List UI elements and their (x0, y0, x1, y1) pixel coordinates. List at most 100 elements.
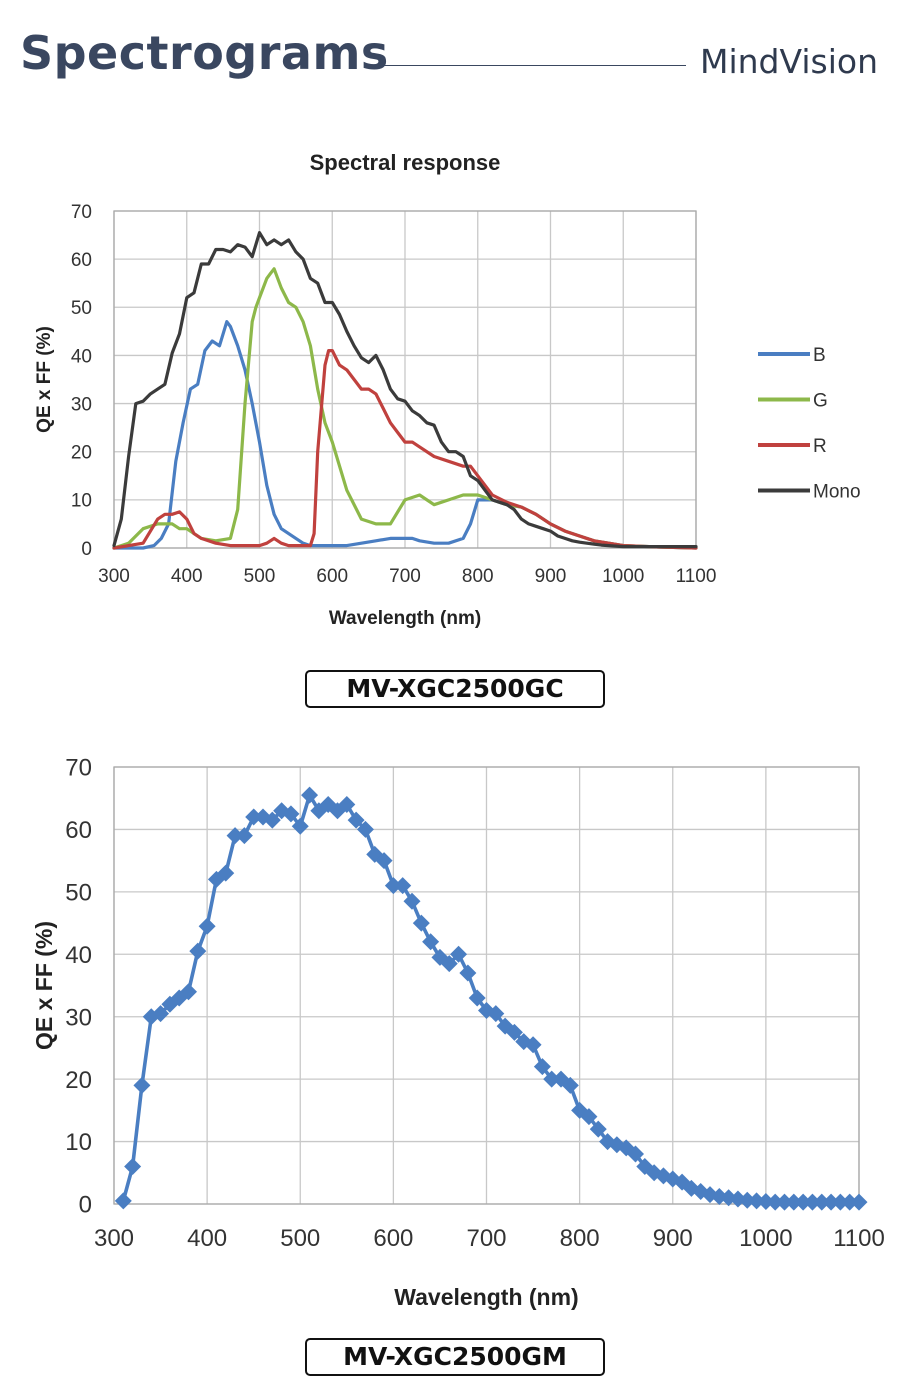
data-point-marker (412, 914, 430, 932)
data-point-marker (273, 802, 291, 820)
data-point-marker (543, 1070, 561, 1088)
series-line-mono (112, 231, 698, 549)
y-tick-label: 70 (65, 755, 92, 782)
data-point-marker (533, 1058, 551, 1076)
series-line-r (112, 349, 698, 550)
x-tick-label: 600 (316, 566, 348, 587)
legend-label-r: R (813, 436, 827, 457)
data-point-marker (803, 1193, 821, 1211)
data-point-marker (217, 864, 235, 882)
y-axis-label: QE x FF (%) (34, 326, 55, 433)
data-point-marker (794, 1193, 812, 1211)
data-point-marker (561, 1076, 579, 1094)
data-point-marker (757, 1193, 775, 1211)
x-tick-label: 1100 (833, 1225, 885, 1252)
x-tick-label: 500 (244, 566, 276, 587)
data-point-marker (776, 1193, 793, 1211)
data-point-marker (254, 808, 272, 826)
data-point-marker (748, 1192, 766, 1210)
y-tick-label: 10 (65, 1129, 92, 1156)
x-tick-label: 300 (98, 566, 130, 587)
data-point-marker (375, 852, 393, 870)
x-tick-label: 1000 (739, 1225, 792, 1252)
model-label-color: MV-XGC2500GC (305, 670, 605, 708)
data-point-marker (245, 808, 263, 826)
y-tick-label: 0 (79, 1192, 92, 1219)
data-point-marker (822, 1193, 840, 1211)
data-point-marker (813, 1193, 831, 1211)
x-axis-label: Wavelength (nm) (394, 1284, 578, 1310)
legend-label-mono: Mono (813, 482, 861, 503)
legend-label-b: B (813, 345, 826, 366)
data-point-marker (831, 1193, 849, 1211)
data-point-marker (301, 786, 319, 804)
data-point-marker (133, 1076, 151, 1094)
x-tick-label: 400 (187, 1225, 227, 1252)
x-tick-label: 700 (466, 1225, 506, 1252)
data-point-marker (226, 827, 244, 845)
data-point-marker (459, 964, 477, 982)
data-point-marker (505, 1023, 523, 1041)
x-tick-label: 600 (373, 1225, 413, 1252)
y-tick-label: 50 (65, 879, 92, 906)
header-divider (374, 65, 686, 66)
chart-title: Spectral response (310, 150, 501, 175)
data-point-marker (571, 1101, 589, 1119)
data-point-marker (496, 1017, 514, 1035)
data-point-marker (347, 811, 365, 829)
data-point-marker (617, 1139, 635, 1157)
data-point-marker (282, 805, 300, 823)
x-tick-label: 700 (389, 566, 421, 587)
plot-frame (113, 210, 697, 549)
x-tick-label: 400 (171, 566, 203, 587)
plot-frame (113, 766, 860, 1205)
y-tick-label: 20 (71, 443, 92, 464)
page-title: Spectrograms (20, 26, 389, 80)
data-point-marker (841, 1193, 859, 1211)
y-tick-label: 20 (65, 1067, 92, 1094)
data-point-marker (152, 1005, 170, 1023)
data-point-marker (180, 983, 197, 1001)
data-point-marker (198, 917, 216, 935)
spectral-response-chart: Spectral response 0 10 20 30 40 50 60 70 300 400 50… (34, 150, 861, 629)
data-point-marker (235, 827, 253, 845)
x-tick-label: 300 (94, 1225, 134, 1252)
data-point-marker (729, 1190, 747, 1208)
data-point-marker (738, 1191, 756, 1209)
y-tick-label: 0 (81, 539, 92, 560)
x-tick-label: 800 (560, 1225, 600, 1252)
page-header: Spectrograms MindVision (0, 0, 900, 100)
x-tick-label: 1100 (676, 566, 717, 587)
data-point-marker (468, 989, 486, 1007)
data-point-marker (850, 1193, 868, 1211)
data-point-marker (356, 820, 374, 838)
brand-name: MindVision (700, 42, 878, 81)
data-point-marker (403, 892, 421, 910)
data-point-marker (580, 1108, 598, 1126)
data-point-marker (189, 942, 207, 960)
data-point-marker (291, 817, 309, 835)
data-point-marker (524, 1036, 542, 1054)
data-point-marker (319, 795, 337, 813)
data-point-marker (384, 877, 402, 895)
x-tick-label: 500 (280, 1225, 320, 1252)
data-point-marker (785, 1193, 803, 1211)
y-tick-label: 30 (71, 394, 92, 415)
x-tick-label: 1000 (602, 566, 644, 587)
y-tick-label: 40 (65, 942, 92, 969)
legend-label-g: G (813, 391, 828, 412)
y-tick-label: 50 (71, 298, 92, 319)
data-point-marker (440, 955, 458, 973)
data-point-marker (114, 1192, 132, 1210)
data-point-marker (627, 1145, 644, 1163)
x-tick-label: 900 (535, 566, 567, 587)
x-tick-label: 800 (462, 566, 494, 587)
data-point-marker (450, 945, 468, 963)
data-point-marker (263, 811, 281, 829)
y-tick-label: 70 (71, 202, 92, 223)
y-tick-label: 60 (65, 817, 92, 844)
data-point-marker (766, 1193, 784, 1211)
model-label-mono: MV-XGC2500GM (305, 1338, 605, 1376)
y-axis-label: QE x FF (%) (31, 921, 57, 1050)
data-point-marker (589, 1120, 607, 1138)
